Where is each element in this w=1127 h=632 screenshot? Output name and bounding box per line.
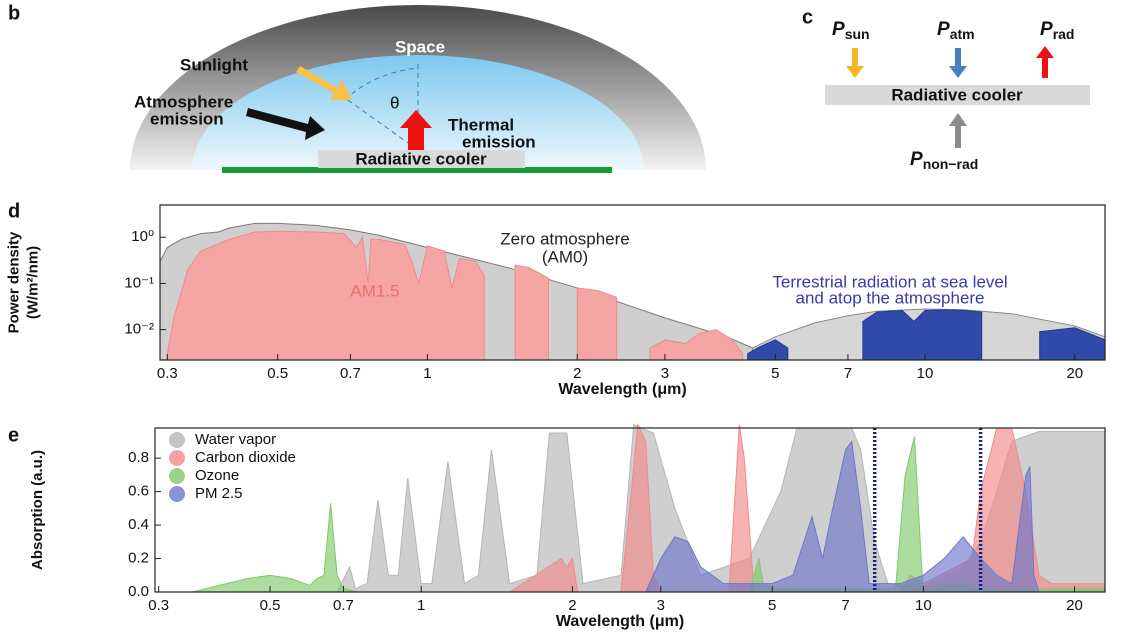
flux-label: Prad bbox=[1040, 19, 1074, 42]
sun-arrow bbox=[846, 48, 864, 78]
cooler-box bbox=[318, 150, 525, 168]
legend-label: Water vapor bbox=[195, 431, 276, 448]
thermal-arrow bbox=[400, 110, 432, 150]
x-tick-label: 2 bbox=[568, 597, 576, 614]
thermal-label: Thermal bbox=[448, 115, 514, 134]
y-axis-label: Absorption (a.u.) bbox=[29, 450, 46, 570]
flux-subscript: sun bbox=[845, 26, 870, 42]
plot-frame bbox=[159, 204, 1106, 361]
legend-swatch bbox=[169, 468, 185, 484]
y-axis-label: Power density bbox=[5, 231, 22, 333]
y-tick-label: 0.8 bbox=[128, 449, 149, 466]
atmosphere-label: Atmosphere bbox=[134, 92, 233, 111]
x-tick-label: 20 bbox=[1066, 365, 1083, 382]
annotation: (AM0) bbox=[542, 247, 588, 266]
x-tick-label: 5 bbox=[771, 365, 779, 382]
x-axis-label: Wavelength (μm) bbox=[556, 613, 684, 630]
y-tick-label: 0.0 bbox=[128, 583, 149, 600]
panel-label: b bbox=[8, 2, 20, 24]
x-tick-label: 0.3 bbox=[148, 597, 169, 614]
panel-label: e bbox=[8, 424, 19, 446]
legend-label: Carbon dioxide bbox=[195, 449, 296, 466]
flux-subscript: rad bbox=[1053, 26, 1075, 42]
y-axis-label: (W/m²/nm) bbox=[24, 246, 41, 319]
y-tick-label: 0.6 bbox=[128, 483, 149, 500]
x-tick-label: 0.3 bbox=[157, 365, 178, 382]
plot-frame bbox=[154, 427, 1106, 593]
flux-label: Patm bbox=[937, 19, 975, 42]
cooler-box bbox=[825, 85, 1090, 105]
flux-subscript: atm bbox=[950, 26, 975, 42]
cooler-label: Radiative cooler bbox=[891, 85, 1023, 104]
x-tick-label: 10 bbox=[915, 597, 932, 614]
flux-symbol: P bbox=[832, 19, 845, 40]
y-tick-label: 10⁻¹ bbox=[124, 274, 154, 291]
x-tick-label: 0.7 bbox=[340, 365, 361, 382]
legend-swatch bbox=[169, 432, 185, 448]
x-tick-label: 0.5 bbox=[260, 597, 281, 614]
flux-label: Psun bbox=[832, 19, 870, 42]
angle-label: θ bbox=[390, 93, 399, 112]
flux-symbol: P bbox=[910, 149, 923, 170]
x-tick-label: 3 bbox=[661, 365, 669, 382]
panel-label: d bbox=[8, 200, 20, 222]
dashed-line bbox=[344, 97, 419, 151]
atmosphere-arrow bbox=[246, 108, 325, 140]
x-tick-label: 1 bbox=[417, 597, 425, 614]
y-tick-label: 10⁻² bbox=[124, 321, 154, 338]
x-tick-label: 7 bbox=[841, 597, 849, 614]
legend-swatch bbox=[169, 450, 185, 466]
atmosphere-label: emission bbox=[150, 109, 224, 128]
annotation: and atop the atmosphere bbox=[795, 288, 984, 307]
angle-arc bbox=[344, 67, 419, 101]
y-tick-label: 10⁰ bbox=[131, 228, 154, 245]
flux-subscript: non−rad bbox=[923, 156, 979, 172]
atm-arrow bbox=[949, 48, 967, 78]
non-rad-arrow bbox=[949, 113, 967, 148]
flux-symbol: P bbox=[937, 19, 950, 40]
flux-label: Pnon−rad bbox=[910, 149, 978, 172]
panel-c: c Psun Patm Prad Radiative cooler Pnon−r… bbox=[802, 6, 1090, 172]
area bbox=[166, 230, 744, 361]
x-tick-label: 0.5 bbox=[267, 365, 288, 382]
x-tick-label: 10 bbox=[917, 365, 934, 382]
sunlight-label: Sunlight bbox=[180, 55, 248, 74]
chart-panel: d 0.3 0.5 0.7 1 2 3 5 7 10 20 10⁰ 10⁻¹ 10⁻² Wavelength… bbox=[5, 200, 1106, 398]
legend-swatch bbox=[169, 486, 185, 502]
x-tick-label: 3 bbox=[657, 597, 665, 614]
panel-label: c bbox=[802, 6, 813, 28]
x-axis-label: Wavelength (μm) bbox=[558, 381, 686, 398]
flux-symbol: P bbox=[1040, 19, 1053, 40]
annotation: Terrestrial radiation at sea level bbox=[772, 272, 1007, 291]
cooler-label: Radiative cooler bbox=[355, 149, 487, 168]
ground-bar bbox=[222, 167, 612, 173]
x-tick-label: 2 bbox=[573, 365, 581, 382]
annotation: AM1.5 bbox=[350, 281, 399, 300]
panel-b: b Space Sunlight Atmosphere emission θ T… bbox=[8, 2, 706, 173]
y-tick-label: 0.4 bbox=[128, 516, 149, 533]
area bbox=[644, 440, 1105, 593]
x-tick-label: 1 bbox=[423, 365, 431, 382]
sunlight-arrow bbox=[296, 66, 352, 100]
thermal-label: emission bbox=[462, 132, 536, 151]
x-tick-label: 20 bbox=[1066, 597, 1083, 614]
rad-arrow bbox=[1036, 46, 1054, 78]
x-tick-label: 7 bbox=[844, 365, 852, 382]
x-tick-label: 5 bbox=[768, 597, 776, 614]
legend-label: Ozone bbox=[195, 467, 239, 484]
annotation: Zero atmosphere bbox=[500, 229, 629, 248]
space-label: Space bbox=[395, 37, 445, 56]
chart-panel: e 0.3 0.5 0.7 1 2 3 5 7 10 20 0.0 0.2 0.4 0.6 0.8 Wavele… bbox=[8, 422, 1106, 630]
y-tick-label: 0.2 bbox=[128, 549, 149, 566]
x-tick-label: 0.7 bbox=[333, 597, 354, 614]
legend-label: PM 2.5 bbox=[195, 485, 243, 502]
